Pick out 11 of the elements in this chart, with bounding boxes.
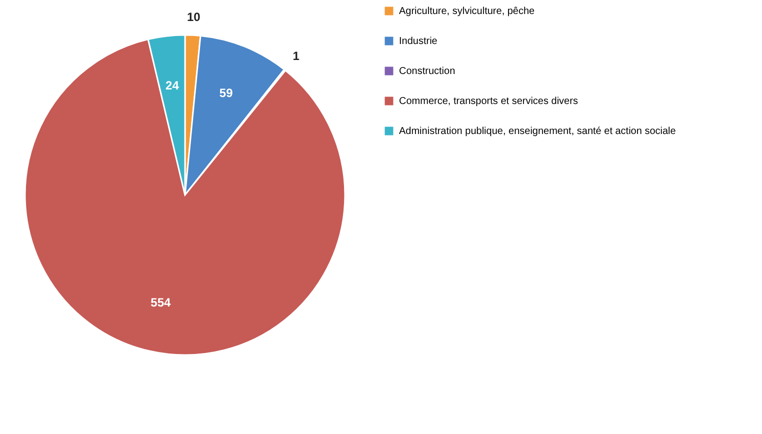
legend-label: Industrie [399, 36, 438, 47]
data-label: 59 [219, 86, 234, 100]
data-label: 1 [292, 48, 300, 63]
data-label: 10 [186, 10, 201, 24]
legend-label: Commerce, transports et services divers [399, 96, 578, 107]
legend-label: Construction [399, 66, 456, 77]
legend-label: Agriculture, sylviculture, pêche [399, 6, 536, 17]
legend-label: Administration publique, enseignement, santé et action sociale [399, 126, 676, 137]
pie-slice [24, 38, 346, 356]
data-label: 554 [150, 295, 172, 310]
data-label: 24 [166, 78, 180, 93]
